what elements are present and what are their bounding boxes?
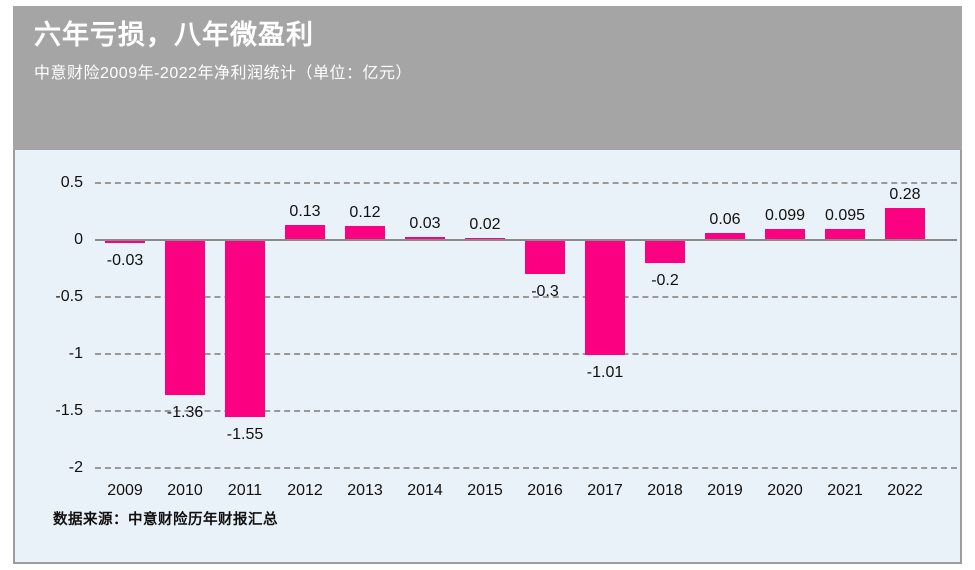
bar xyxy=(465,237,505,240)
bar-value-label: -0.3 xyxy=(531,283,559,301)
y-tick-label: 0.5 xyxy=(60,174,83,191)
bar-value-label: 0.06 xyxy=(709,211,741,229)
x-tick-label: 2020 xyxy=(767,482,803,499)
bar-value-label: 0.28 xyxy=(889,186,921,204)
y-tick-label: 0 xyxy=(74,231,83,248)
bar-value-label: 0.13 xyxy=(289,203,321,221)
bar xyxy=(285,225,325,240)
bar xyxy=(525,240,565,275)
bar xyxy=(405,236,445,240)
zero-axis-line xyxy=(95,239,957,241)
header: 六年亏损，八年微盈利 中意财险2009年-2022年净利润统计（单位：亿元） xyxy=(13,6,962,150)
bar xyxy=(105,240,145,244)
bar-value-label: -1.55 xyxy=(226,425,264,443)
x-tick-label: 2021 xyxy=(827,482,863,499)
bar-value-label: 0.03 xyxy=(409,214,441,232)
x-tick-label: 2014 xyxy=(407,482,443,499)
x-tick-label: 2019 xyxy=(707,482,743,499)
bar xyxy=(225,240,265,417)
x-tick-label: 2018 xyxy=(647,482,683,499)
bar-value-label: 0.099 xyxy=(764,206,806,224)
page-title: 六年亏损，八年微盈利 xyxy=(34,20,314,50)
bar-value-label: -1.36 xyxy=(166,404,204,422)
infographic-frame: 六年亏损，八年微盈利 中意财险2009年-2022年净利润统计（单位：亿元） 0… xyxy=(13,6,962,564)
gridline xyxy=(95,353,957,355)
bar xyxy=(585,240,625,356)
data-source-note: 数据来源：中意财险历年财报汇总 xyxy=(53,512,278,528)
y-tick-label: -0.5 xyxy=(55,288,83,305)
gridline xyxy=(95,410,957,412)
x-tick-label: 2009 xyxy=(107,482,143,499)
bar-value-label: -0.03 xyxy=(106,252,144,270)
x-tick-label: 2011 xyxy=(227,482,263,499)
bar-value-label: 0.12 xyxy=(349,204,381,222)
bar xyxy=(645,240,685,263)
x-tick-label: 2012 xyxy=(287,482,323,499)
bar-value-label: -0.2 xyxy=(651,271,679,289)
chart-panel: 0.5 0 -0.5 -1 -1.5 -2 -0.03 2009 -1.36 2010 -1.55 2… xyxy=(13,150,962,564)
x-tick-label: 2010 xyxy=(167,482,203,499)
y-tick-label: -1 xyxy=(68,345,83,362)
x-tick-label: 2015 xyxy=(467,482,503,499)
x-tick-label: 2022 xyxy=(887,482,923,499)
bar-value-label: 0.02 xyxy=(469,215,501,233)
page-subtitle: 中意财险2009年-2022年净利润统计（单位：亿元） xyxy=(34,64,413,82)
bar xyxy=(705,233,745,240)
y-tick-label: -1.5 xyxy=(55,402,83,419)
x-tick-label: 2016 xyxy=(527,482,563,499)
bar xyxy=(885,208,925,240)
x-tick-label: 2013 xyxy=(347,482,383,499)
gridline xyxy=(95,296,957,298)
bar xyxy=(765,228,805,240)
bar xyxy=(345,226,385,240)
bar-chart: 0.5 0 -0.5 -1 -1.5 -2 -0.03 2009 -1.36 2010 -1.55 2… xyxy=(15,150,960,560)
bar-value-label: -1.01 xyxy=(586,364,624,382)
gridline xyxy=(95,467,957,469)
y-tick-label: -2 xyxy=(68,459,83,476)
bar-value-label: 0.095 xyxy=(824,207,866,225)
x-tick-label: 2017 xyxy=(587,482,623,499)
bar xyxy=(825,229,865,240)
gridline xyxy=(95,182,957,184)
bar xyxy=(165,240,205,396)
